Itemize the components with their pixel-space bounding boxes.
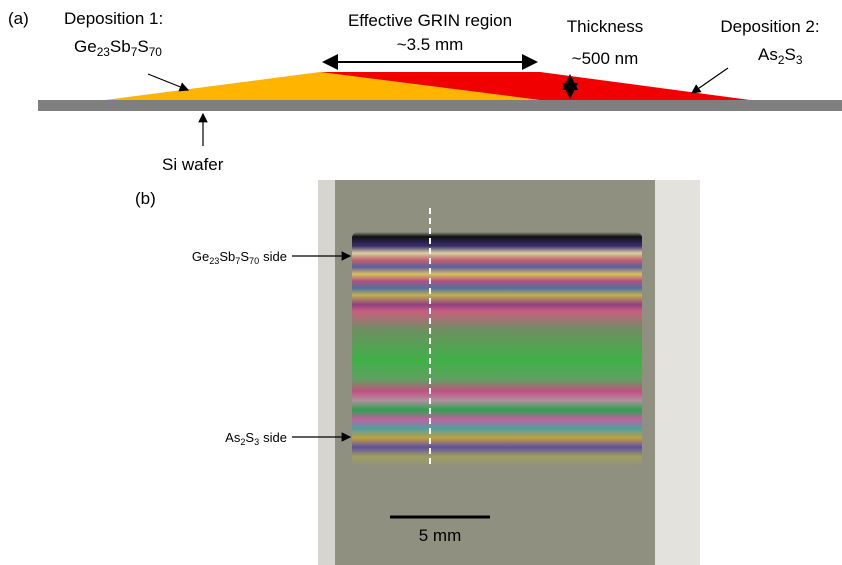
deposition-2-formula: As2S3 xyxy=(758,45,803,67)
grin-width: ~3.5 mm xyxy=(397,35,464,54)
panel-label: (a) xyxy=(8,9,29,28)
deposition-1-formula: Ge23Sb7S70 xyxy=(74,37,162,59)
pointer xyxy=(692,68,728,93)
figure: (a) Deposition 1: Ge23Sb7S70 Effective G… xyxy=(0,0,842,565)
wafer xyxy=(38,100,842,111)
thickness-title: Thickness xyxy=(567,17,644,36)
fringes xyxy=(352,232,642,466)
deposition-2-title: Deposition 2: xyxy=(720,17,819,36)
pointer xyxy=(148,74,188,90)
grin-title: Effective GRIN region xyxy=(348,11,512,30)
scale-label: 5 mm xyxy=(419,526,462,545)
panel-label: (b) xyxy=(135,189,156,208)
deposition-1-title: Deposition 1: xyxy=(64,9,163,28)
holder xyxy=(655,180,700,565)
thickness-value: ~500 nm xyxy=(572,49,639,68)
substrate-label: Si wafer xyxy=(162,155,224,174)
